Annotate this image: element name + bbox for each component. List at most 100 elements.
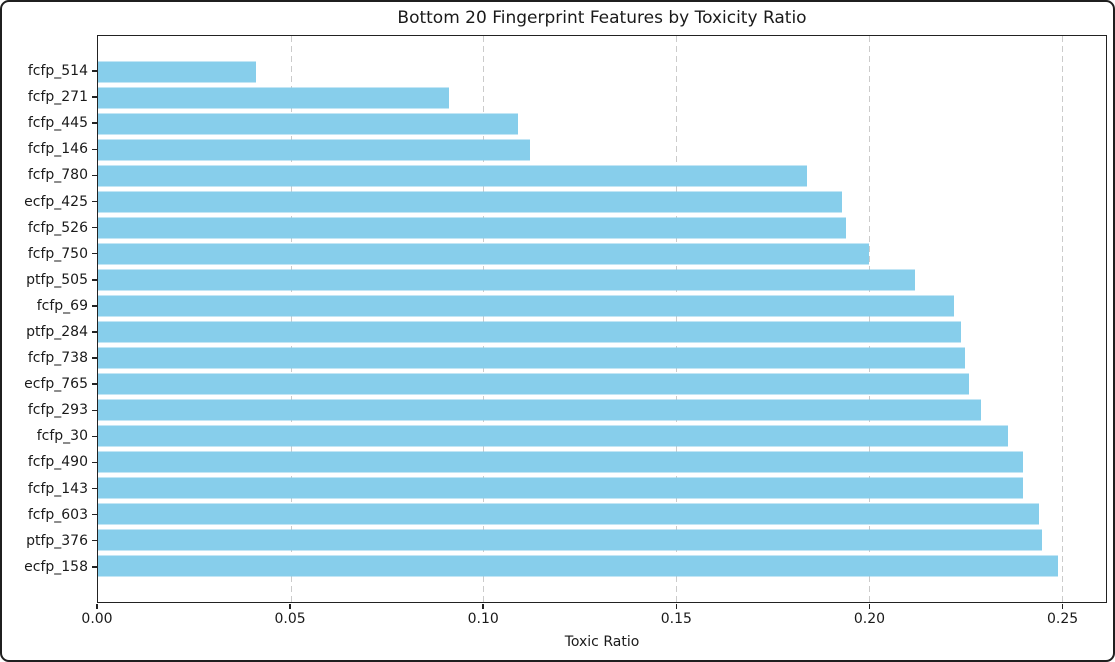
bars-layer — [98, 36, 1106, 602]
bar-row-fcfp_445 — [98, 111, 1106, 137]
bar-row-fcfp_750 — [98, 241, 1106, 267]
y-tick-mark — [92, 96, 97, 98]
y-tick-row-fcfp_146: fcfp_146 — [2, 136, 97, 162]
bar-row-fcfp_514 — [98, 59, 1106, 85]
bar-fcfp_514 — [98, 61, 257, 83]
y-tick-mark — [92, 252, 97, 255]
bar-row-fcfp_69 — [98, 293, 1106, 319]
y-tick-row-ecfp_765: ecfp_765 — [2, 371, 97, 397]
y-tick-mark — [92, 383, 97, 385]
bar-row-ecfp_425 — [98, 189, 1106, 215]
bar-row-fcfp_146 — [98, 137, 1106, 163]
bar-fcfp_445 — [98, 113, 519, 135]
y-tick-mark — [92, 70, 97, 72]
gridlines-layer — [98, 36, 1106, 602]
y-tick-label-fcfp_603: fcfp_603 — [27, 506, 88, 523]
bar-row-fcfp_526 — [98, 215, 1106, 241]
y-tick-label-fcfp_143: fcfp_143 — [27, 480, 88, 497]
y-tick-mark — [92, 357, 97, 359]
gridline-x-0.2 — [868, 36, 870, 602]
x-tick-mark — [868, 604, 871, 609]
y-tick-row-fcfp_750: fcfp_750 — [2, 241, 97, 267]
y-tick-label-fcfp_30: fcfp_30 — [36, 428, 88, 445]
x-tick-label: 0.15 — [660, 611, 692, 627]
bar-ptfp_505 — [98, 269, 916, 291]
gridline-x-0.15 — [676, 36, 678, 602]
y-tick-mark — [92, 331, 97, 333]
y-tick-mark — [92, 122, 97, 124]
y-tick-mark — [92, 539, 97, 542]
y-tick-label-ecfp_425: ecfp_425 — [24, 193, 88, 210]
y-tick-row-ecfp_425: ecfp_425 — [2, 188, 97, 214]
x-tick-label: 0.05 — [274, 611, 306, 627]
gridline-x-0.1 — [483, 36, 485, 602]
bar-fcfp_780 — [98, 165, 808, 187]
bar-fcfp_143 — [98, 477, 1024, 499]
y-tick-row-fcfp_490: fcfp_490 — [2, 449, 97, 475]
y-tick-label-fcfp_293: fcfp_293 — [27, 402, 88, 419]
bar-fcfp_526 — [98, 217, 846, 239]
bar-row-ecfp_158 — [98, 553, 1106, 579]
bar-fcfp_738 — [98, 347, 966, 369]
y-tick-label-ecfp_765: ecfp_765 — [24, 376, 88, 393]
bar-row-fcfp_490 — [98, 449, 1106, 475]
y-tick-mark — [92, 409, 97, 412]
y-tick-label-fcfp_738: fcfp_738 — [27, 350, 88, 367]
y-tick-label-fcfp_69: fcfp_69 — [36, 297, 88, 314]
bar-row-fcfp_738 — [98, 345, 1106, 371]
y-tick-row-fcfp_603: fcfp_603 — [2, 502, 97, 528]
x-tick-mark — [289, 604, 291, 609]
bar-row-fcfp_780 — [98, 163, 1106, 189]
y-tick-mark — [92, 148, 97, 151]
y-tick-label-fcfp_526: fcfp_526 — [27, 219, 88, 236]
bar-ecfp_765 — [98, 373, 970, 395]
bar-ptfp_376 — [98, 529, 1043, 551]
y-tick-mark — [92, 566, 97, 568]
y-tick-mark — [92, 226, 97, 229]
x-tick-label: 0.00 — [81, 611, 113, 627]
x-tick-label: 0.20 — [853, 611, 886, 627]
y-tick-label-ptfp_284: ptfp_284 — [26, 323, 88, 340]
y-tick-mark — [92, 174, 97, 177]
x-tick-mark — [1061, 604, 1064, 609]
x-tick-mark — [675, 604, 678, 609]
x-axis-title: Toxic Ratio — [564, 634, 640, 650]
y-tick-row-fcfp_143: fcfp_143 — [2, 476, 97, 502]
y-tick-label-fcfp_146: fcfp_146 — [27, 141, 88, 158]
bar-fcfp_603 — [98, 503, 1039, 525]
bar-ecfp_425 — [98, 191, 842, 213]
bar-fcfp_490 — [98, 451, 1024, 473]
bar-ptfp_284 — [98, 321, 962, 343]
gridline-x-0.25 — [1061, 36, 1063, 602]
x-axis-ticks: 0.00 0.05 0.10 0.15 0.20 0.25 — [81, 603, 1107, 633]
y-tick-row-fcfp_293: fcfp_293 — [2, 397, 97, 423]
bar-fcfp_271 — [98, 87, 449, 109]
y-tick-mark — [92, 513, 97, 516]
y-tick-row-ptfp_376: ptfp_376 — [2, 528, 97, 554]
y-tick-row-fcfp_526: fcfp_526 — [2, 215, 97, 241]
bar-fcfp_293 — [98, 399, 981, 421]
gridline-x-0.05 — [290, 36, 292, 602]
y-tick-row-ecfp_158: ecfp_158 — [2, 554, 97, 580]
bar-fcfp_146 — [98, 139, 530, 161]
bar-row-ptfp_505 — [98, 267, 1106, 293]
y-tick-row-fcfp_445: fcfp_445 — [2, 110, 97, 136]
bar-row-fcfp_271 — [98, 85, 1106, 111]
y-tick-mark — [92, 200, 97, 203]
y-tick-row-fcfp_69: fcfp_69 — [2, 293, 97, 319]
bar-row-fcfp_30 — [98, 423, 1106, 449]
y-tick-row-fcfp_780: fcfp_780 — [2, 162, 97, 188]
bar-row-fcfp_293 — [98, 397, 1106, 423]
y-tick-label-fcfp_271: fcfp_271 — [27, 89, 88, 106]
y-tick-row-fcfp_30: fcfp_30 — [2, 423, 97, 449]
bar-row-fcfp_143 — [98, 475, 1106, 501]
plot-area — [97, 35, 1107, 603]
y-tick-label-fcfp_514: fcfp_514 — [27, 63, 88, 80]
bar-row-ecfp_765 — [98, 371, 1106, 397]
y-tick-label-fcfp_750: fcfp_750 — [27, 245, 88, 262]
bar-ecfp_158 — [98, 555, 1058, 577]
bar-row-ptfp_284 — [98, 319, 1106, 345]
y-tick-mark — [92, 279, 97, 281]
y-tick-label-fcfp_780: fcfp_780 — [27, 167, 88, 184]
y-tick-mark — [92, 461, 97, 464]
